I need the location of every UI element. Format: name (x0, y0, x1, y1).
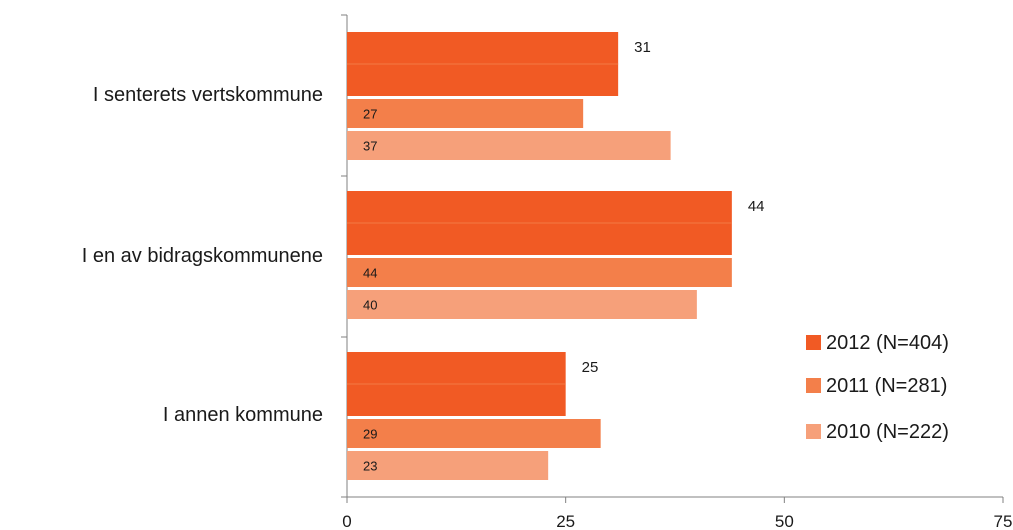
legend: 2012 (N=404) 2011 (N=281) 2010 (N=222) (806, 332, 949, 443)
bar (347, 99, 584, 128)
bar (347, 451, 549, 480)
x-tick-label: 50 (775, 512, 794, 530)
legend-label: 2011 (N=281) (826, 375, 947, 397)
bar (347, 419, 601, 448)
category-label: I senterets vertskommune (93, 84, 323, 106)
x-tick-label: 25 (556, 512, 575, 530)
data-label: 40 (363, 298, 377, 313)
x-tick-label: 0 (342, 512, 351, 530)
category-label: I annen kommune (163, 404, 323, 426)
legend-label: 2012 (N=404) (826, 332, 949, 354)
legend-label: 2010 (N=222) (826, 421, 949, 443)
data-label: 29 (363, 427, 377, 442)
data-label: 25 (582, 359, 599, 376)
legend-swatch (806, 378, 821, 393)
bar (347, 258, 732, 287)
x-tick-label: 75 (994, 512, 1013, 530)
data-label: 44 (748, 198, 765, 215)
data-label: 44 (363, 266, 377, 281)
data-label: 37 (363, 139, 377, 154)
bar (347, 290, 697, 319)
legend-swatch (806, 335, 821, 350)
legend-swatch (806, 424, 821, 439)
data-label: 31 (634, 39, 651, 56)
data-label: 23 (363, 459, 377, 474)
bars (347, 32, 732, 480)
data-label: 27 (363, 107, 377, 122)
category-label: I en av bidragskommunene (82, 245, 323, 267)
bar (347, 131, 671, 160)
axes: 0 25 50 75 I senterets vertskommune I en av b… (82, 14, 1013, 530)
data-labels: 31 27 37 44 44 40 25 29 23 (363, 39, 765, 474)
